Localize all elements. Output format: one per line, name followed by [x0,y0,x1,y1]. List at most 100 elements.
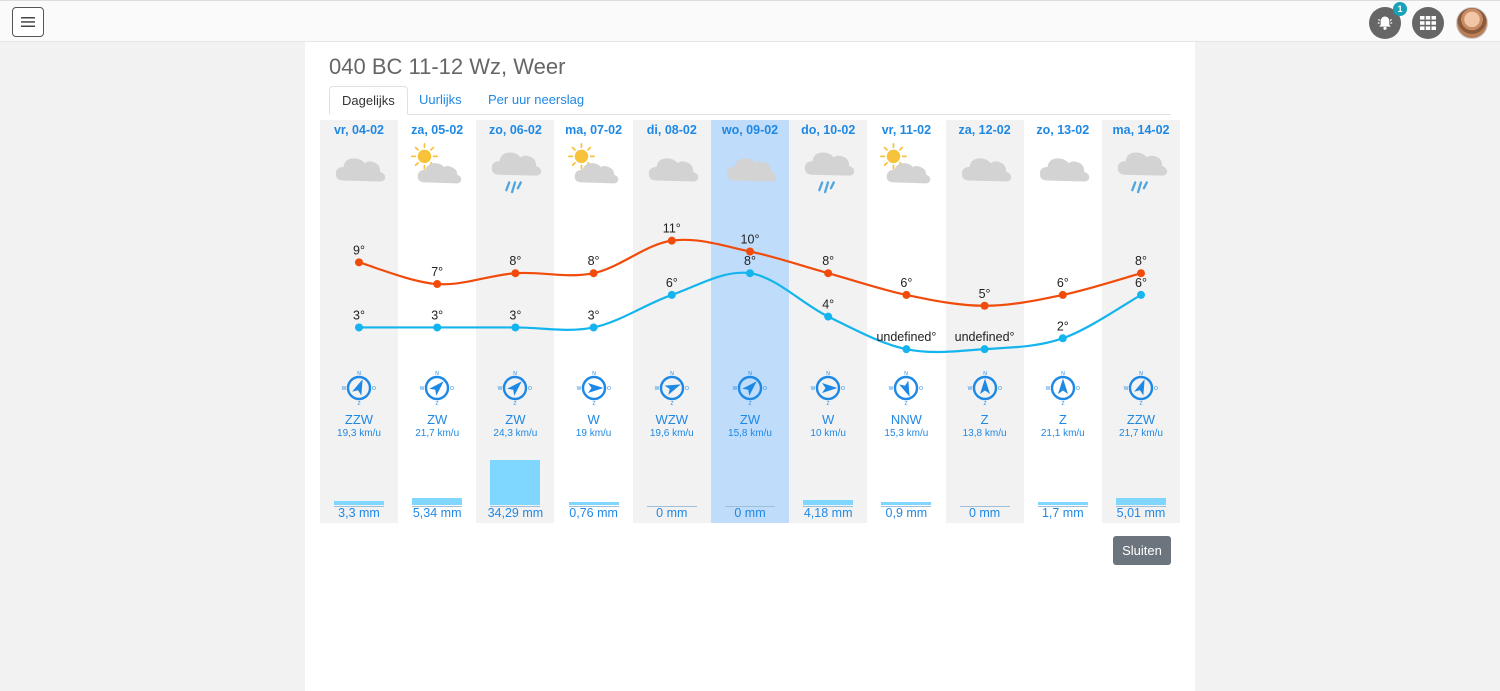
wind-speed: 15,8 km/u [728,428,772,439]
wind-speed: 10 km/u [810,428,846,439]
wind-speed: 21,1 km/u [1040,428,1085,439]
day-date: do, 10-02 [801,123,856,137]
day-date: za, 12-02 [958,123,1011,137]
wind-compass-icon: N Z W O [1045,370,1081,407]
hamburger-icon [21,17,35,27]
rain-bar [1037,502,1088,505]
sun-cloud-icon [877,140,935,194]
wind-compass-icon: N Z W O [888,370,924,407]
day-column[interactable]: ma, 07-02 N Z W O W 19 km/u 0,76 mm [555,120,633,523]
svg-text:N: N [748,371,752,377]
day-column[interactable]: di, 08-02 N Z W O WZW 19,6 km/u 0 mm [632,120,711,523]
wind-direction: Z [980,412,989,427]
menu-button[interactable] [12,7,44,37]
day-column[interactable]: zo, 06-02 N Z W O ZW 24,3 km/u 34,29 mm [476,120,555,523]
svg-text:Z: Z [827,401,830,406]
svg-text:N: N [357,371,361,377]
wind-compass-icon: N Z W O [419,370,455,407]
svg-text:Z: Z [1139,401,1142,406]
rain-amount: 5,01 mm [1102,506,1180,520]
notifications-button[interactable]: 1 [1369,2,1407,39]
svg-text:N: N [514,371,518,377]
close-button[interactable]: Sluiten [1113,536,1171,565]
rain-amount: 3,3 mm [320,506,398,520]
svg-text:W: W [889,386,894,392]
notification-count-badge: 1 [1393,2,1407,16]
modal-title: 040 BC 11-12 Wz, Weer [329,54,566,79]
svg-text:Z: Z [514,401,517,406]
svg-text:O: O [841,386,845,392]
rain-amount: 0,76 mm [555,506,633,520]
wind-compass-icon: N Z W O [732,370,768,407]
svg-text:Z: Z [436,401,439,406]
rain-bar [334,500,384,505]
svg-text:Z: Z [357,401,360,406]
wind-compass-icon: N Z W O [810,370,846,407]
day-date: zo, 13-02 [1036,123,1090,137]
svg-text:N: N [435,371,439,377]
wind-compass-icon: N Z W O [497,370,533,407]
tab-dagelijks[interactable]: Dagelijks [329,86,408,115]
user-avatar[interactable] [1456,7,1488,39]
day-column[interactable]: za, 12-02 N Z W O Z 13,8 km/u 0 mm [945,120,1024,523]
day-column[interactable]: do, 10-02 N Z W O W 10 km/u 4,18 mm [789,120,868,523]
day-column[interactable]: zo, 13-02 N Z W O Z 21,1 km/u 1,7 mm [1024,120,1102,523]
cloud-rain-icon [799,140,857,194]
svg-text:Z: Z [592,401,595,406]
tab-per-uur-neerslag[interactable]: Per uur neerslag [488,92,585,107]
svg-text:N: N [983,371,987,377]
svg-text:W: W [811,386,816,392]
svg-text:W: W [576,386,581,392]
day-column[interactable]: ma, 14-02 N Z W O ZZW 21,7 km/u 5,01 mm [1102,120,1180,523]
day-column[interactable]: vr, 11-02 N Z W O NNW 15,3 km/u 0,9 mm [867,120,945,523]
wind-speed: 15,3 km/u [884,428,929,439]
tab-uurlijks[interactable]: Uurlijks [419,92,462,107]
rain-bar [1116,498,1166,505]
svg-text:W: W [498,386,503,392]
rain-amount: 0 mm [946,506,1024,520]
svg-text:W: W [1124,386,1129,392]
wind-speed: 19,6 km/u [649,428,694,439]
svg-text:O: O [1154,386,1158,392]
wind-compass-icon: N Z W O [576,370,612,407]
wind-direction: ZZW [1126,412,1156,427]
wind-direction: W [587,412,600,427]
svg-text:O: O [919,386,923,392]
apps-button[interactable] [1412,7,1444,39]
svg-text:Z: Z [983,401,986,406]
svg-text:Z: Z [1061,401,1064,406]
svg-text:N: N [670,371,674,377]
svg-text:O: O [607,386,611,392]
cloud-icon [330,140,388,194]
svg-text:W: W [420,386,425,392]
cloud-icon [721,140,779,194]
svg-text:N: N [592,371,596,377]
tab-bar: Dagelijks Uurlijks Per uur neerslag [329,86,1171,115]
day-column[interactable]: wo, 09-02 N Z W O ZW 15,8 km/u 0 mm [711,120,789,523]
day-date: ma, 14-02 [1112,123,1170,137]
wind-direction: ZW [505,412,526,427]
svg-text:O: O [528,386,532,392]
svg-text:N: N [1139,371,1143,377]
svg-text:Z: Z [905,401,908,406]
day-date: ma, 07-02 [565,123,623,137]
day-column[interactable]: vr, 04-02 N Z W O ZZW 19,3 km/u 3,3 mm [320,120,398,523]
rain-amount: 0,9 mm [867,506,945,520]
day-column[interactable]: za, 05-02 N Z W O ZW 21,7 km/u 5,34 mm [398,120,476,523]
rain-amount: 1,7 mm [1024,506,1102,520]
wind-direction: W [822,412,835,427]
svg-text:O: O [998,386,1002,392]
rain-amount: 4,18 mm [789,506,867,520]
cloud-rain-icon [1112,140,1170,194]
wind-direction: WZW [655,412,689,427]
svg-text:N: N [826,371,830,377]
svg-text:W: W [733,386,738,392]
wind-direction: ZW [427,412,448,427]
wind-speed: 19,3 km/u [337,428,381,439]
svg-text:N: N [1061,371,1065,377]
rain-bar [490,460,541,505]
wind-direction: Z [1058,412,1067,427]
rain-bar [881,502,932,505]
svg-text:N: N [905,371,909,377]
cloud-icon [1034,140,1092,194]
